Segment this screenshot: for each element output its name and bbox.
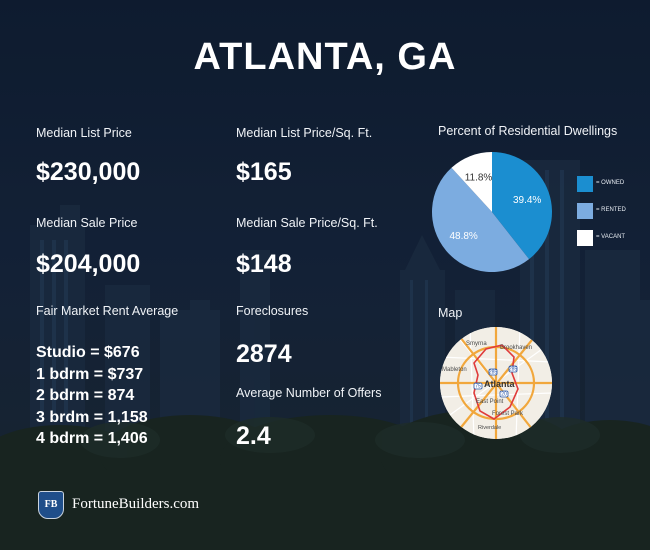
rent-line-studio: Studio = $676 (36, 344, 140, 361)
atlanta-map[interactable]: 285 285 75 20 Smyrna Brookhaven Mableton… (440, 327, 552, 439)
map-place-mableton: Mableton (442, 367, 467, 373)
fair-market-rent-label: Fair Market Rent Average (36, 304, 179, 318)
pie-label-vacant: 11.8% (465, 172, 493, 183)
legend-label-owned: = OWNED (596, 180, 625, 186)
pie-label-owned: 39.4% (513, 195, 541, 206)
pie-label-rented: 48.8% (449, 231, 477, 242)
median-sale-price-sqft-label: Median Sale Price/Sq. Ft. (236, 216, 378, 230)
average-offers-label: Average Number of Offers (236, 386, 382, 400)
map-place-atlanta: Atlanta (484, 379, 515, 389)
rent-line-4bdrm: 4 bdrm = 1,406 (36, 430, 148, 447)
legend-swatch-vacant (577, 230, 593, 246)
brand-name: FortuneBuilders.com (72, 496, 200, 512)
median-sale-price-label: Median Sale Price (36, 216, 138, 230)
route-label: 75 (475, 384, 481, 390)
legend-item-rented: = RENTED (577, 203, 650, 219)
shield-icon: FB (38, 491, 64, 519)
pie-slice-rented (431, 167, 530, 273)
pie-slice-owned (492, 152, 552, 260)
map-graphic: 285 285 75 20 Smyrna Brookhaven Mableton… (440, 327, 552, 439)
rent-line-2bdrm: 2 bdrm = 874 (36, 387, 135, 404)
median-list-price-value: $230,000 (36, 158, 141, 186)
average-offers-value: 2.4 (236, 422, 271, 450)
legend-item-owned: = OWNED (577, 176, 650, 192)
legend-label-rented: = RENTED (596, 207, 626, 213)
map-place-forest-park: Forest Park (492, 411, 524, 417)
map-place-brookhaven: Brookhaven (500, 345, 532, 351)
page-title: ATLANTA, GA (193, 36, 457, 78)
map-place-riverdale: Riverdale (478, 425, 501, 431)
map-place-smyrna: Smyrna (466, 341, 487, 347)
foreclosures-value: 2874 (236, 340, 292, 368)
dwellings-chart-title: Percent of Residential Dwellings (438, 124, 618, 138)
route-label: 285 (509, 367, 518, 373)
rent-line-1bdrm: 1 bdrm = $737 (36, 365, 144, 383)
foreclosures-label: Foreclosures (236, 304, 309, 318)
pie-slice-vacant (451, 152, 492, 212)
median-list-price-sqft-value: $165 (236, 158, 292, 186)
map-place-east-point: East Point (476, 399, 504, 405)
legend-swatch-rented (577, 203, 593, 219)
median-sale-price-sqft-value: $148 (236, 250, 292, 278)
median-sale-price-value: $204,000 (36, 250, 141, 278)
route-label: 285 (489, 370, 498, 376)
legend-swatch-owned (577, 176, 593, 192)
rent-line-3bdrm: 3 brdm = 1,158 (36, 408, 148, 426)
route-label: 20 (501, 392, 507, 398)
dwellings-pie-chart: 39.4% 48.8% 11.8% (431, 152, 552, 273)
rent-list: Studio = $676 1 bdrm = $737 2 bdrm = 874… (36, 342, 148, 450)
map-label: Map (438, 306, 463, 320)
median-list-price-sqft-label: Median List Price/Sq. Ft. (236, 126, 373, 140)
legend-label-vacant: = VACANT (596, 234, 626, 240)
median-list-price-label: Median List Price (36, 126, 132, 140)
legend-item-vacant: = VACANT (577, 230, 650, 246)
